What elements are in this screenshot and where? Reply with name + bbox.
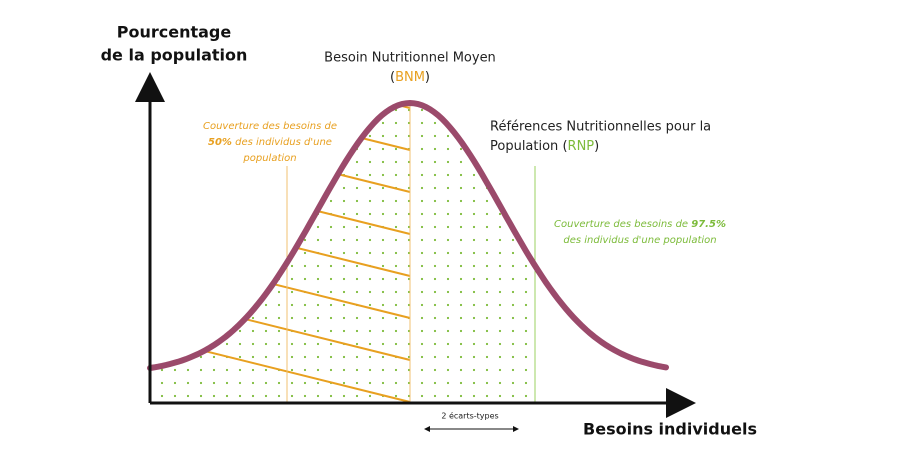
fill-area	[150, 103, 535, 403]
text: Population	[490, 139, 558, 154]
bnm-label: Besoin Nutritionnel Moyen	[324, 51, 496, 66]
paren: )	[594, 139, 599, 154]
note-50: 50% des individus d'une	[208, 137, 332, 148]
y-axis-title: de la population	[101, 46, 248, 65]
note-975: Couverture des besoins de 97.5%	[554, 219, 726, 230]
hatch-line	[150, 103, 411, 109]
bold: 97.5%	[691, 219, 726, 230]
spread-label: 2 écarts-types	[441, 411, 498, 421]
y-axis-title: Pourcentage	[117, 23, 232, 42]
bnm-abbr: (BNM)	[390, 70, 430, 85]
note-50: population	[242, 153, 296, 164]
text: des individus d'une	[232, 137, 332, 148]
x-axis-title: Besoins individuels	[583, 420, 757, 439]
bold: 50%	[208, 137, 232, 148]
paren: (	[558, 139, 567, 154]
note-50: Couverture des besoins de	[203, 121, 337, 132]
note-975: des individus d'une population	[563, 235, 716, 246]
abbr: RNP	[568, 139, 595, 154]
rnp-label: Références Nutritionnelles pour la	[490, 120, 711, 135]
text: Couverture des besoins de	[554, 219, 691, 230]
rnp-label: Population (RNP)	[490, 139, 599, 154]
abbr: BNM	[395, 70, 425, 85]
bell-curve	[147, 99, 669, 371]
paren: )	[425, 70, 430, 85]
paren: (	[390, 70, 395, 85]
